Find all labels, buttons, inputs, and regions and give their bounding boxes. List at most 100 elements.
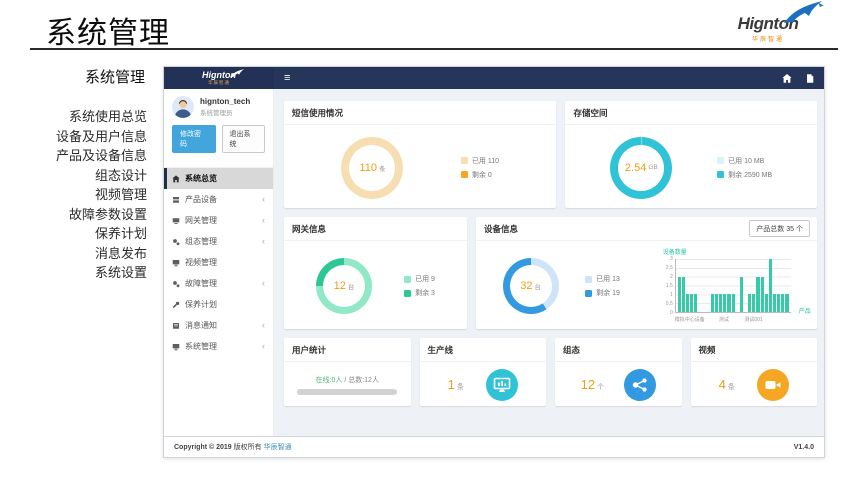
chevron-left-icon: ‹	[262, 341, 265, 351]
sidebar-item-maintenance-plan[interactable]: 保养计划	[164, 294, 273, 315]
share-nodes-icon	[623, 369, 656, 401]
version-label: V1.4.0	[793, 443, 814, 451]
sidebar-item-system-overview[interactable]: 系统总览	[164, 168, 273, 189]
gateway-unit: 台	[347, 284, 355, 291]
cogs-icon	[173, 280, 180, 287]
bar-chart-y-axis-label: 设备数量	[662, 250, 687, 256]
sidebar-item-label: 视频管理	[185, 258, 217, 267]
card-title: 设备信息	[476, 217, 817, 241]
app-navbar: Hignton 华辰智通 ≡	[164, 67, 824, 89]
sidebar-item-gateway-mgmt[interactable]: 网关管理 ‹	[164, 210, 273, 231]
online-count: 在线:0人	[315, 377, 343, 384]
header-divider	[30, 48, 838, 50]
sidebar-item-message-notice[interactable]: 消息通知 ‹	[164, 315, 273, 336]
dashboard-content: 短信使用情况 110 条 已用 110 剩余 0 存储空间	[274, 89, 824, 436]
product-total-badge[interactable]: 产品总数 35 个	[749, 220, 810, 237]
app-sidebar: hignton_tech 系统管理员 修改密码 退出系统 系统总览 产品设备	[164, 89, 274, 436]
sidebar-menu: 系统总览 产品设备 ‹ 网关管理 ‹ 组态管理 ‹	[164, 167, 273, 357]
video-camera-icon	[756, 369, 789, 401]
legend-item-remaining[interactable]: 剩余 3	[404, 288, 435, 298]
user-panel: hignton_tech 系统管理员 修改密码 退出系统	[164, 89, 273, 159]
left-nav-item-device-user[interactable]: 设备及用户信息	[55, 128, 147, 144]
sidebar-item-label: 保养计划	[185, 300, 217, 309]
device-unit: 台	[534, 284, 541, 291]
legend-swatch	[404, 289, 412, 297]
monitor-chart-icon	[485, 369, 518, 401]
left-nav-item-product-device[interactable]: 产品及设备信息	[55, 148, 147, 163]
sms-legend: 已用 110 剩余 0	[460, 156, 499, 180]
logout-button[interactable]: 退出系统	[221, 125, 265, 153]
avatar	[172, 96, 194, 118]
change-password-button[interactable]: 修改密码	[172, 125, 216, 153]
hignton-logo: Hignton 华辰智通	[720, 1, 824, 43]
monitor-icon	[172, 259, 180, 266]
legend-swatch	[404, 275, 412, 283]
sidebar-item-video-mgmt[interactable]: 视频管理	[164, 252, 273, 273]
bar-chart-plot-area	[674, 259, 791, 313]
document-icon[interactable]	[806, 73, 814, 83]
sidebar-item-product-device[interactable]: 产品设备 ‹	[164, 189, 273, 210]
left-nav-item-settings[interactable]: 系统设置	[94, 265, 147, 280]
cogs-icon	[173, 238, 180, 245]
antelope-icon	[229, 69, 245, 78]
home-icon[interactable]	[782, 73, 792, 83]
company-link[interactable]: 华辰智通	[263, 444, 292, 451]
gateway-legend: 已用 9 剩余 3	[404, 274, 435, 298]
bar-chart-x-ticks: 模拟中心设备 测试 测试001	[674, 317, 763, 323]
legend-item-remaining[interactable]: 剩余 0	[460, 170, 499, 180]
legend-item-remaining[interactable]: 剩余 2590 MB	[717, 170, 772, 180]
left-nav-item-overview[interactable]: 系统使用总览	[68, 109, 147, 124]
left-nav-item-fault-params[interactable]: 故障参数设置	[68, 206, 147, 222]
card-title: 短信使用情况	[284, 101, 557, 125]
device-legend: 已用 13 剩余 19	[585, 274, 620, 298]
sidebar-item-label: 网关管理	[185, 216, 217, 225]
sidebar-item-label: 产品设备	[185, 195, 217, 204]
device-count: 32	[520, 280, 533, 292]
legend-swatch	[585, 289, 593, 297]
device-donut-chart: 32 台	[502, 258, 559, 314]
legend-item-used[interactable]: 已用 110	[460, 156, 499, 166]
left-nav-item-maintenance[interactable]: 保养计划	[94, 226, 147, 241]
storage-donut-chart: 2.54 GB	[610, 136, 673, 199]
menu-toggle-icon[interactable]: ≡	[284, 71, 291, 84]
left-nav-item-video[interactable]: 视频管理	[94, 187, 147, 202]
legend-item-remaining[interactable]: 剩余 19	[585, 288, 620, 298]
app-logo[interactable]: Hignton 华辰智通	[164, 67, 274, 89]
home-icon	[172, 174, 180, 182]
sidebar-item-label: 组态管理	[185, 237, 217, 246]
sidebar-item-system-mgmt[interactable]: 系统管理 ‹	[164, 336, 273, 357]
gateway-icon	[172, 217, 180, 224]
legend-swatch	[717, 157, 725, 164]
user-progress-bar	[297, 389, 398, 395]
bar-chart-y-ticks: 3 2.5 2 1.5 1 0.5 0	[665, 256, 673, 316]
card-title: 视频	[690, 338, 817, 362]
legend-item-used[interactable]: 已用 10 MB	[717, 156, 772, 166]
left-nav-title: 系统管理	[84, 69, 145, 86]
page-title: 系统管理	[46, 17, 170, 50]
sidebar-item-config-mgmt[interactable]: 组态管理 ‹	[164, 231, 273, 252]
legend-item-used[interactable]: 已用 9	[404, 274, 435, 284]
production-count: 1	[447, 377, 455, 392]
legend-item-used[interactable]: 已用 13	[585, 274, 620, 284]
video-count: 4	[718, 377, 726, 392]
sidebar-item-label: 故障管理	[185, 279, 217, 288]
server-icon	[173, 196, 179, 203]
chevron-left-icon: ‹	[262, 278, 265, 288]
user-name: hignton_tech	[200, 97, 251, 106]
antelope-icon	[784, 1, 824, 23]
chevron-left-icon: ‹	[262, 215, 265, 225]
storage-card: 存储空间 2.54 GB 已用 10 MB 剩余 2590 MB	[565, 101, 817, 208]
total-count: 总数:12人	[348, 377, 379, 384]
left-nav-item-message[interactable]: 消息发布	[94, 245, 147, 261]
sidebar-item-label: 消息通知	[185, 321, 217, 330]
left-nav-item-config-design[interactable]: 组态设计	[94, 167, 147, 183]
card-title: 组态	[555, 338, 682, 362]
copyright-text: Copyright © 2019 版权所有 华辰智通	[174, 444, 292, 451]
user-stats-line: 在线:0人 / 总数:12人	[315, 377, 379, 384]
sidebar-item-label: 系统管理	[185, 342, 217, 351]
monitor-icon	[172, 343, 180, 350]
legend-swatch	[460, 171, 468, 178]
sidebar-item-fault-mgmt[interactable]: 故障管理 ‹	[164, 273, 273, 294]
device-info-card: 设备信息 产品总数 35 个 32 台 已用 13 剩余 19	[476, 217, 817, 329]
